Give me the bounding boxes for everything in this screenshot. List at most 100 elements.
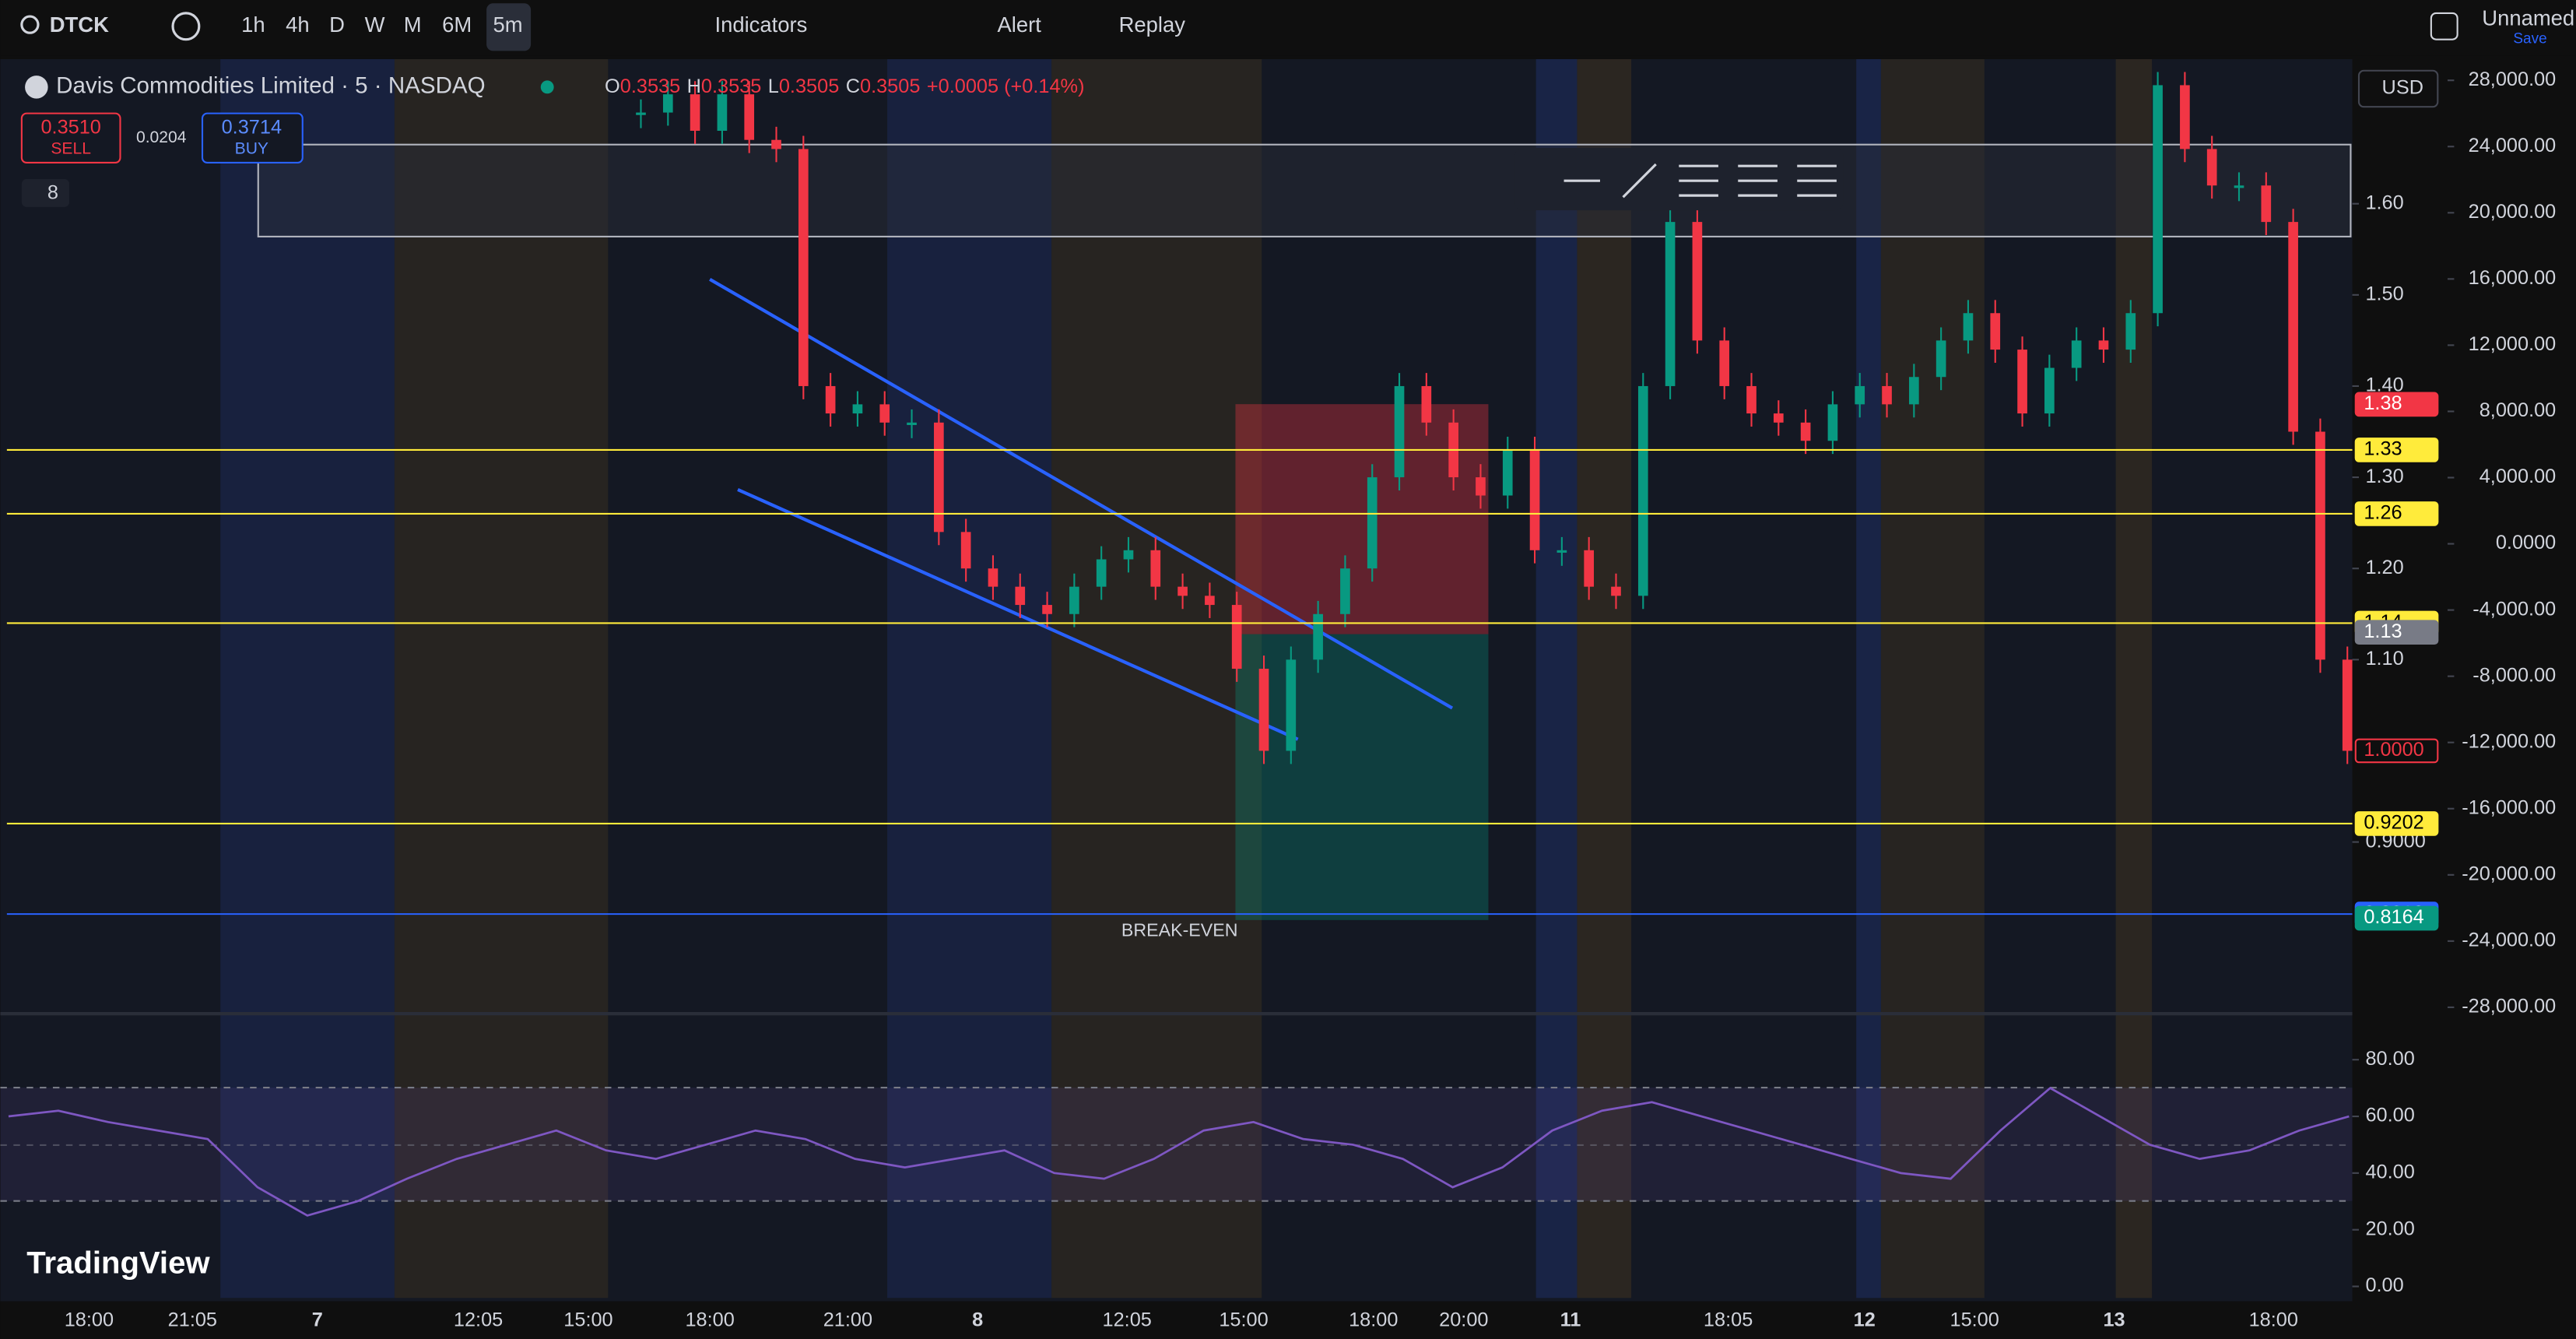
buy-button[interactable] xyxy=(201,112,304,163)
l-value: 0.3505 xyxy=(779,76,839,97)
candle-body xyxy=(2261,185,2272,223)
candle-body xyxy=(879,404,890,423)
save-button[interactable]: Save xyxy=(2513,31,2546,47)
price-tag-label: 1.33 xyxy=(2364,438,2402,460)
volume-tick-label: -4,000.00 xyxy=(2472,598,2556,620)
tool-levels[interactable] xyxy=(1797,164,1837,197)
spread: 0.0204 xyxy=(136,128,187,146)
target-zone[interactable] xyxy=(1235,634,1489,920)
band xyxy=(1051,58,1262,1299)
candle-body xyxy=(2098,340,2109,350)
volume-tick-label: -12,000.00 xyxy=(2462,730,2556,752)
trend-line[interactable] xyxy=(737,487,1299,741)
candle-body xyxy=(1286,659,1297,751)
price-tag xyxy=(2354,905,2439,931)
buy-price[interactable]: 0.3714 xyxy=(222,116,282,138)
c-label: C xyxy=(846,76,860,97)
stop-zone[interactable] xyxy=(1235,404,1489,634)
candle-body xyxy=(1123,550,1134,560)
add-symbol[interactable] xyxy=(171,12,201,41)
currency-box[interactable] xyxy=(2357,69,2439,108)
sell-label[interactable]: SELL xyxy=(51,140,91,158)
candle-body xyxy=(2071,340,2082,368)
watermark: TradingView xyxy=(26,1246,210,1281)
time-label: 18:05 xyxy=(1704,1309,1753,1330)
time-label: 13 xyxy=(2103,1309,2125,1330)
trend-line[interactable] xyxy=(709,277,1454,710)
tool-parallel[interactable] xyxy=(1679,164,1718,197)
candle-body xyxy=(1177,586,1188,596)
interval[interactable]: M xyxy=(404,12,422,37)
interval[interactable]: 6M xyxy=(442,12,472,37)
interval[interactable]: 4h xyxy=(286,12,310,37)
time-label: 7 xyxy=(312,1309,323,1330)
volume-tick-label: 12,000.00 xyxy=(2469,333,2557,355)
layout-icon[interactable] xyxy=(2430,12,2458,40)
layout-name[interactable]: Unnamed xyxy=(2482,6,2574,30)
candle-body xyxy=(1205,596,1215,606)
change: +0.0005 (+0.14%) xyxy=(927,76,1085,97)
candle-body xyxy=(1367,477,1377,569)
candle-body xyxy=(2288,222,2298,432)
time-label: 21:00 xyxy=(823,1309,872,1330)
symbol[interactable]: DTCK xyxy=(50,12,109,37)
price-tag-label: 1.13 xyxy=(2364,620,2402,642)
time-label: 21:05 xyxy=(168,1309,217,1330)
price-tag-label: 1.26 xyxy=(2364,502,2402,524)
band xyxy=(1880,58,1985,1299)
sell-price[interactable]: 0.3510 xyxy=(40,116,100,138)
time-label: 18:00 xyxy=(685,1309,734,1330)
candle-body xyxy=(1394,385,1405,478)
candle-body xyxy=(1963,313,1974,341)
buy-label[interactable]: BUY xyxy=(235,140,268,158)
volume-tick-label: 28,000.00 xyxy=(2469,69,2557,90)
candle-body xyxy=(2342,659,2353,751)
price-tick-label: 1.50 xyxy=(2365,283,2403,305)
candle-body xyxy=(2153,85,2163,314)
indicator-count[interactable]: 8 xyxy=(47,182,58,204)
volume-tick-label: -28,000.00 xyxy=(2462,996,2556,1017)
time-label: 15:00 xyxy=(563,1309,612,1330)
tool-fib[interactable] xyxy=(1738,164,1778,197)
plot xyxy=(8,72,2353,1217)
indicators-toggle[interactable] xyxy=(21,179,70,207)
candle-body xyxy=(690,94,700,131)
price-tag xyxy=(2354,438,2439,462)
band xyxy=(394,58,609,1299)
candle-body xyxy=(1692,222,1703,341)
replay-button[interactable]: Replay xyxy=(1119,12,1186,37)
sell-button[interactable] xyxy=(20,112,121,163)
interval[interactable]: 5m xyxy=(493,12,522,37)
time-label: 15:00 xyxy=(1219,1309,1268,1330)
tool-trend-line[interactable] xyxy=(1622,163,1657,199)
rsi-tick-label: 20.00 xyxy=(2365,1218,2414,1239)
interval[interactable]: D xyxy=(329,12,345,37)
candle-body xyxy=(2180,85,2190,149)
rectangle-drawing[interactable] xyxy=(257,143,2352,237)
candle-body xyxy=(1258,669,1269,751)
volume-tick-label: -16,000.00 xyxy=(2462,796,2556,818)
candle-body xyxy=(1719,340,1730,386)
session-bands xyxy=(220,58,2153,1299)
interval[interactable]: W xyxy=(365,12,385,37)
time-label: 12:05 xyxy=(1103,1309,1152,1330)
volume-tick-label: 4,000.00 xyxy=(2479,466,2557,487)
band xyxy=(220,58,395,1299)
o-label: O xyxy=(605,76,620,97)
time-label: 15:00 xyxy=(1950,1309,1999,1330)
currency[interactable]: USD xyxy=(2382,77,2423,99)
time-label: 18:00 xyxy=(2249,1309,2298,1330)
alert-button[interactable]: Alert xyxy=(997,12,1041,37)
time-label: 20:00 xyxy=(1439,1309,1488,1330)
indicators-button[interactable]: Indicators xyxy=(714,12,807,37)
candle-body xyxy=(1069,586,1079,614)
volume-tick-label: 24,000.00 xyxy=(2469,135,2557,156)
search-icon[interactable] xyxy=(20,15,40,34)
volume-tick-label: 16,000.00 xyxy=(2469,267,2557,289)
interval[interactable]: 1h xyxy=(241,12,265,37)
volume-tick-label: -24,000.00 xyxy=(2462,930,2556,951)
intervals: 1h 4h D W M 6M 5m xyxy=(241,12,522,37)
candle-body xyxy=(825,385,836,414)
candle-body xyxy=(1637,385,1648,596)
